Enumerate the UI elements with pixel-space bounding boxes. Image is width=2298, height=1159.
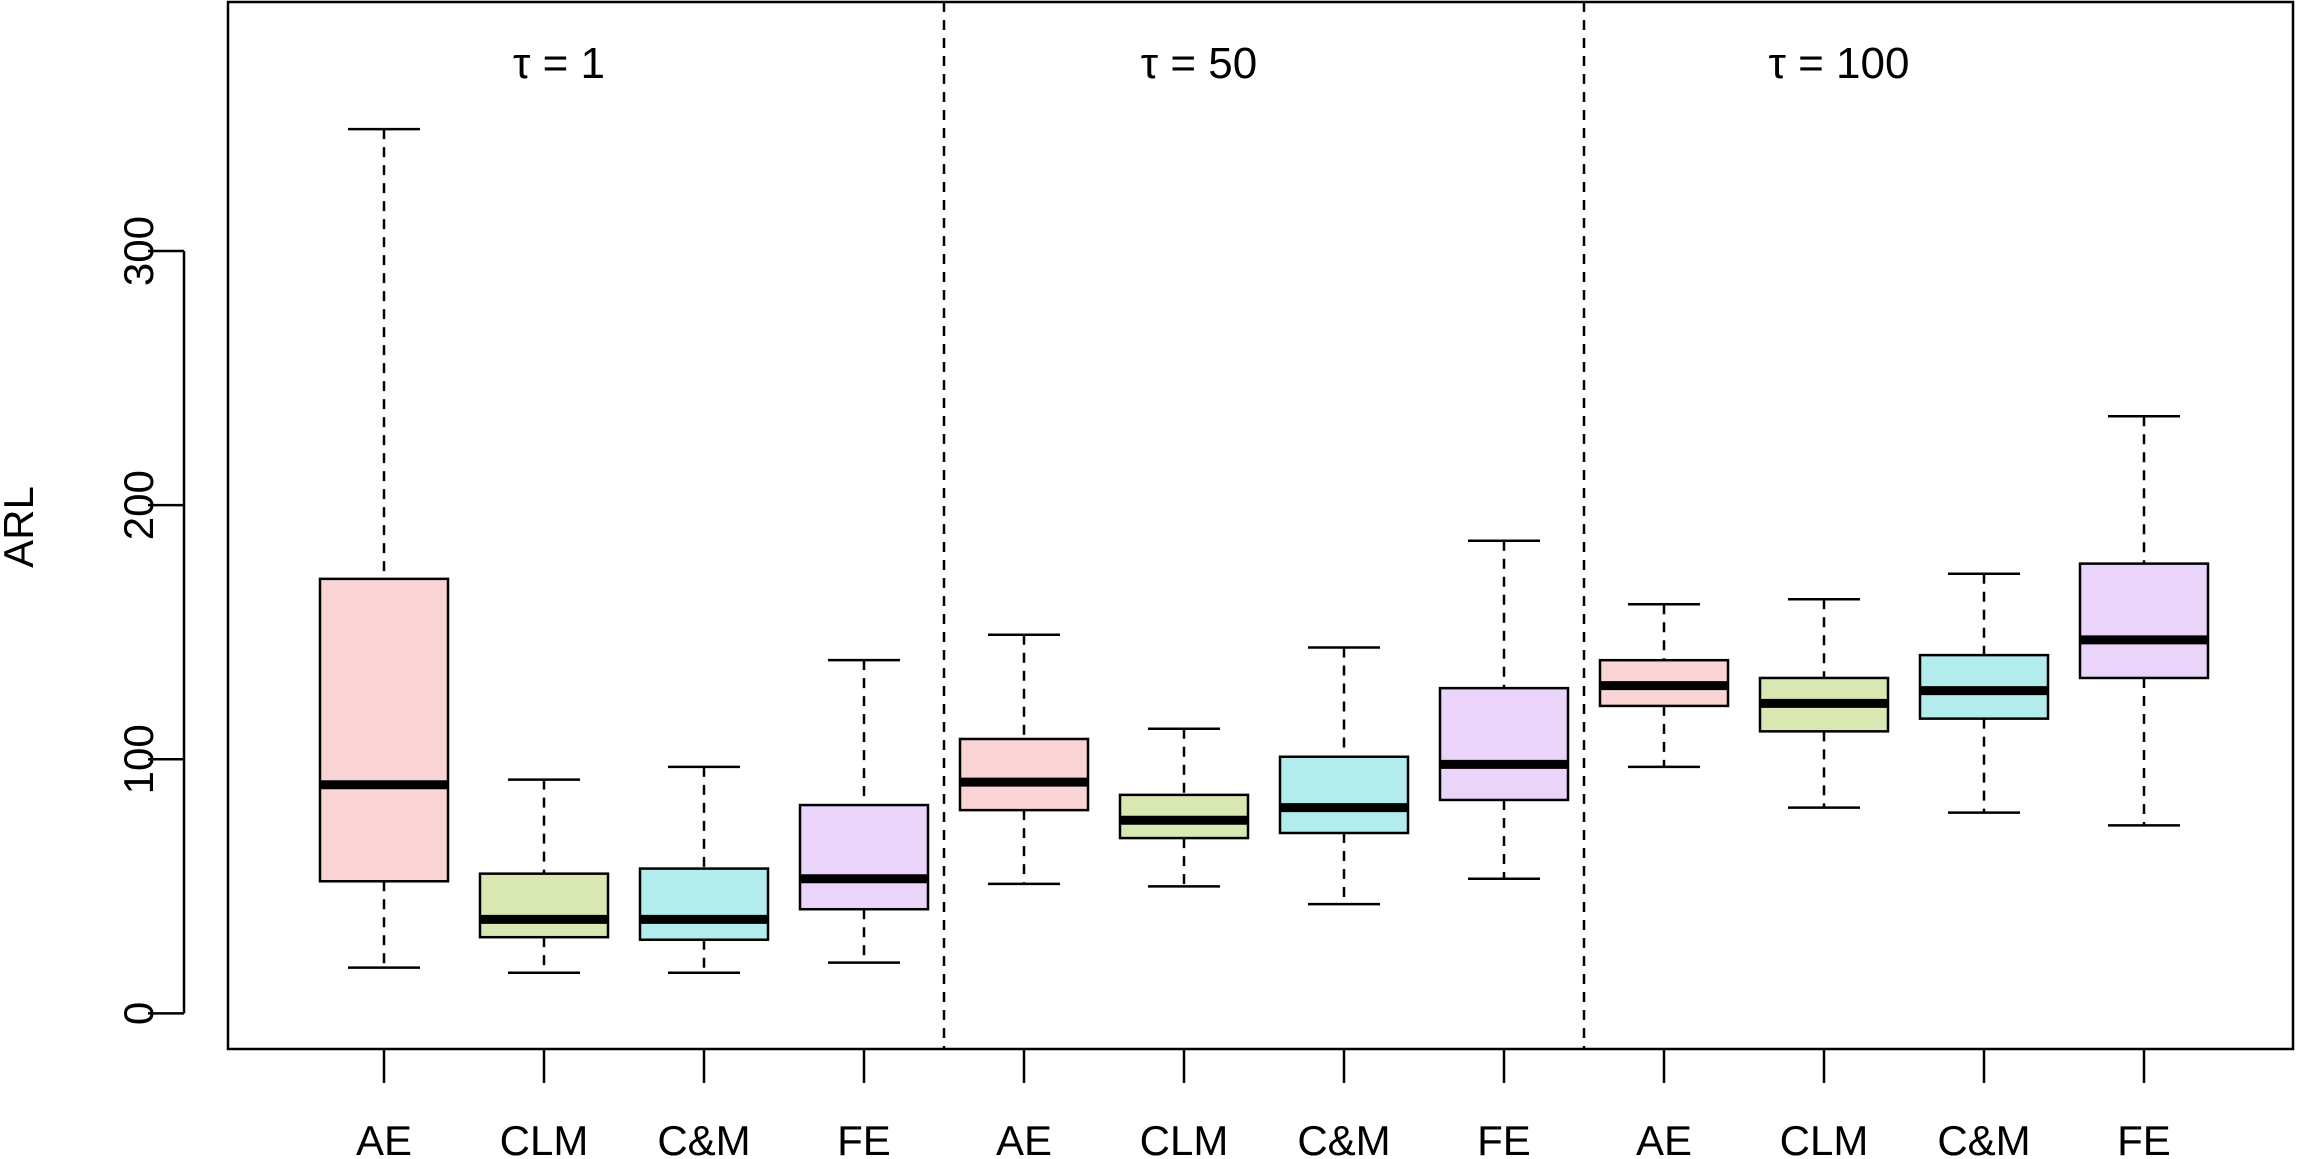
box-12 [2078,414,2210,827]
box-4 [798,658,930,964]
box-iqr [798,803,930,911]
x-tick-label: C&M [657,1117,750,1159]
box-iqr [1278,755,1410,835]
x-tick-label: CLM [1140,1117,1229,1159]
group-label: τ = 100 [1769,39,1910,88]
x-tick-label: C&M [1937,1117,2030,1159]
y-tick-label: 200 [115,470,162,540]
x-tick-label: CLM [500,1117,589,1159]
box-8 [1438,539,1570,880]
x-tick-label: FE [2117,1117,2171,1159]
x-axis: AE CLM C&M FE AE CLM C&M FE AE CLM C&M FE [356,1049,2171,1159]
y-axis: 0 100 200 300 [115,216,186,1025]
group-label: τ = 50 [1141,39,1257,88]
box-iqr [478,872,610,939]
plot-frame [226,0,2295,1051]
box-10 [1758,597,1890,809]
x-tick-label: AE [356,1117,412,1159]
box-1 [318,127,450,969]
box-3 [638,765,770,975]
box-iqr [638,867,770,941]
box-7 [1278,646,1410,906]
x-tick-label: FE [837,1117,891,1159]
box-iqr [318,577,450,883]
x-tick-label: AE [996,1117,1052,1159]
box-2 [478,778,610,975]
box-5 [958,633,1090,886]
boxes [318,127,2210,975]
box-iqr [2078,562,2210,680]
y-tick-label: 0 [115,1002,162,1025]
y-axis-title: ARL [0,486,42,568]
group-labels: τ = 1 τ = 50 τ = 100 [513,39,1909,88]
y-tick-label: 300 [115,216,162,286]
box-9 [1598,603,1730,769]
box-6 [1118,727,1250,888]
x-tick-label: C&M [1297,1117,1390,1159]
group-label: τ = 1 [513,39,605,88]
box-11 [1918,572,2050,814]
x-tick-label: FE [1477,1117,1531,1159]
x-tick-label: CLM [1780,1117,1869,1159]
x-tick-label: AE [1636,1117,1692,1159]
box-iqr [958,737,1090,812]
box-iqr [1438,686,1570,802]
group-separators [942,2,1586,1049]
y-tick-label: 100 [115,724,162,794]
